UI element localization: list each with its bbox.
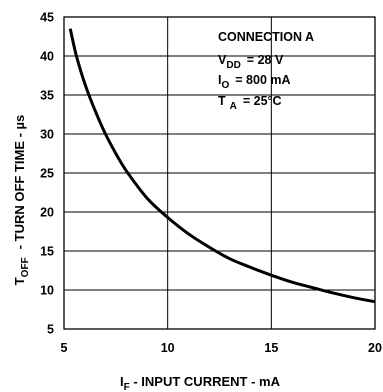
annotation-vdd-value: = 28 V: [247, 53, 284, 67]
annotation-vdd-main: V: [218, 53, 227, 67]
annotation-vdd: VDD = 28 V: [218, 53, 284, 71]
series-line-turn-off-time: [68, 28, 376, 304]
y-tick-label-45: 45: [40, 11, 54, 25]
y-tick-label-15: 15: [40, 245, 54, 259]
y-tick-label-20: 20: [40, 206, 54, 220]
annotation-ta: T A = 25°C: [218, 94, 282, 112]
x-tick-label-5: 5: [61, 341, 68, 355]
x-tick-labels: 5 10 15 20: [61, 341, 382, 355]
y-axis-label-main: T: [12, 277, 27, 285]
y-tick-labels: 5 10 15 20 25 30 35 40 45: [40, 11, 54, 337]
annotation-connection-text: CONNECTION A: [218, 30, 314, 44]
annotation-ta-main: T: [218, 94, 226, 108]
y-tick-label-25: 25: [40, 167, 54, 181]
annotation-io-sub: O: [221, 80, 229, 91]
annotation-connection: CONNECTION A: [218, 30, 314, 44]
annotation-io: IO = 800 mA: [218, 73, 291, 91]
annotation-ta-sub: A: [230, 101, 237, 112]
x-tick-label-10: 10: [161, 341, 175, 355]
x-tick-label-20: 20: [368, 341, 382, 355]
x-axis-label-sub: F: [124, 382, 130, 392]
annotation-io-main: I: [218, 73, 221, 87]
y-tick-label-10: 10: [40, 284, 54, 298]
x-axis-label: IF - INPUT CURRENT - mA: [120, 374, 281, 392]
y-axis-label-sub: OFF: [20, 257, 31, 277]
annotation-vdd-sub: DD: [226, 60, 240, 71]
grid-lines: [64, 17, 375, 329]
x-tick-label-15: 15: [264, 341, 278, 355]
conditions-annotation: CONNECTION A VDD = 28 V IO = 800 mA T A = 25…: [218, 30, 314, 112]
y-tick-label-35: 35: [40, 89, 54, 103]
annotation-ta-value: = 25°C: [243, 94, 282, 108]
x-axis-label-main: I: [120, 374, 124, 389]
annotation-io-value: = 800 mA: [235, 73, 290, 87]
y-tick-label-5: 5: [47, 323, 54, 337]
y-tick-label-30: 30: [40, 128, 54, 142]
x-axis-label-rest: - INPUT CURRENT - mA: [130, 374, 281, 389]
y-axis-label: TOFF - TURN OFF TIME - µs: [12, 115, 31, 286]
y-axis-label-rest: - TURN OFF TIME - µs: [12, 115, 27, 250]
y-tick-label-40: 40: [40, 50, 54, 64]
